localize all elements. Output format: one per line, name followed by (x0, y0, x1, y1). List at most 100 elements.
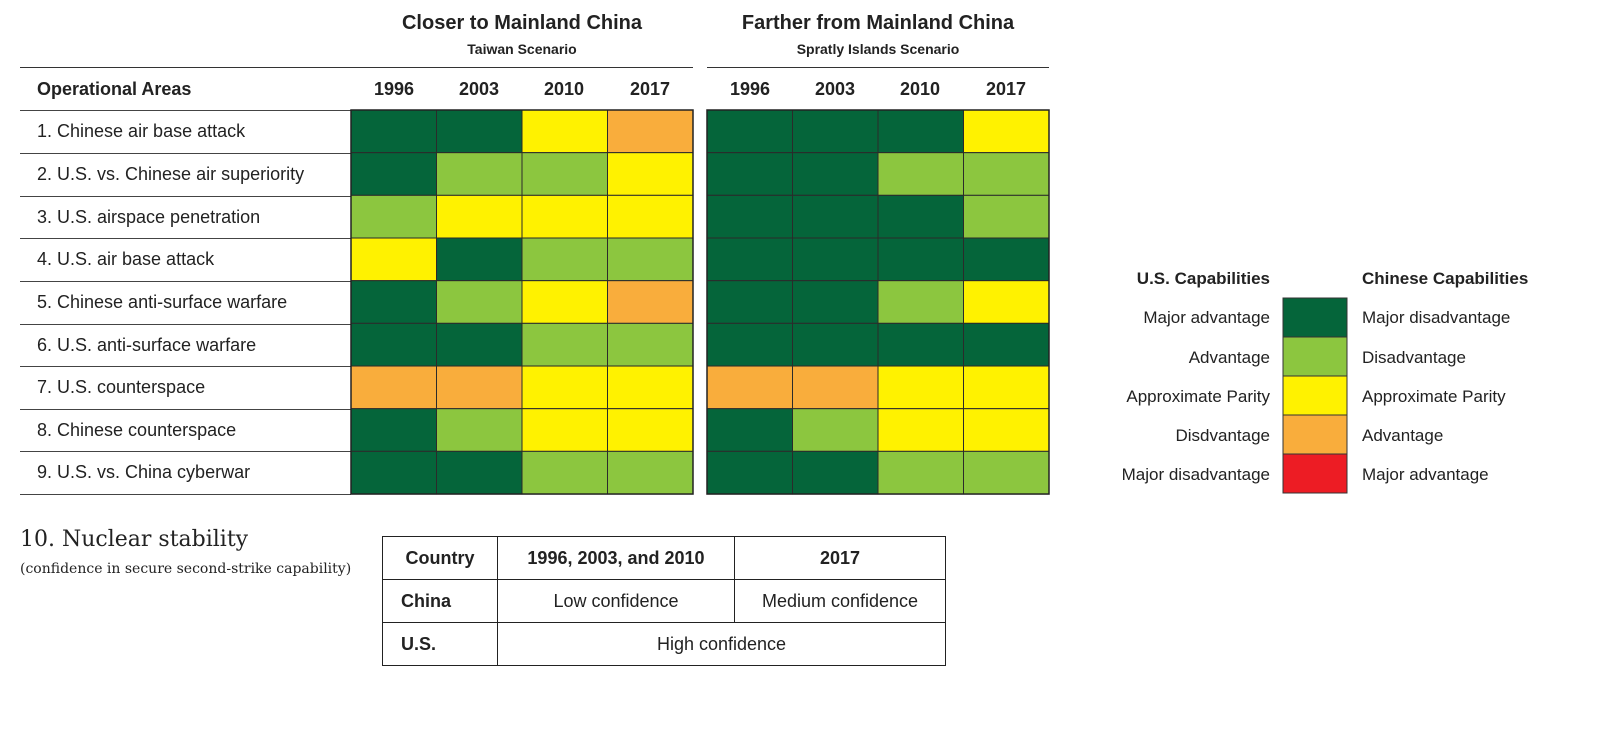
heatmap-cell-taiwan-row6-2010 (521, 322, 608, 367)
legend-cn-parity: Approximate Parity (1362, 387, 1506, 406)
heatmap-cell-spratly-row5-2010 (877, 280, 964, 324)
heatmap-cell-taiwan-row6-1996 (350, 322, 437, 367)
heatmap-cell-spratly-row6-1996 (706, 322, 793, 367)
heatmap-cell-taiwan-row8-1996 (350, 408, 437, 452)
operational-areas-header: Operational Areas (37, 79, 192, 99)
heatmap-cell-spratly-row1-2003 (792, 109, 879, 154)
legend-cn-disadvantage: Disadvantage (1362, 348, 1466, 367)
row-label-cyberwar: 9. U.S. vs. China cyberwar (37, 462, 251, 482)
legend-us-parity: Approximate Parity (1126, 387, 1270, 406)
heatmap-block-outline (706, 109, 1050, 495)
row-label-chinese-anti-surface: 5. Chinese anti-surface warfare (37, 292, 288, 312)
heatmap-cell-spratly-row9-1996 (706, 450, 793, 495)
heatmap-cell-spratly-row6-2010 (877, 322, 964, 367)
table-row: Country 1996, 2003, and 2010 2017 (382, 536, 946, 580)
heatmap-cell-taiwan-row4-2017 (607, 237, 694, 282)
heatmap-cell-taiwan-row3-2010 (521, 194, 608, 239)
heatmap-cell-taiwan-row9-1996 (350, 450, 437, 495)
heatmap-cell-taiwan-row1-2003 (436, 109, 523, 154)
scenario-2-subtitle: Spratly Islands Scenario (796, 41, 960, 57)
heatmap-cell-spratly-row2-2017 (963, 152, 1050, 196)
heatmap-cell-taiwan-row5-2010 (521, 280, 608, 324)
row-separator (20, 409, 351, 410)
row-separator (20, 451, 351, 452)
row-separator (20, 110, 351, 111)
legend-swatch-level-5 (1282, 453, 1348, 494)
heatmap-cell-spratly-row7-2010 (877, 365, 964, 410)
heatmap-cell-taiwan-row9-2003 (436, 450, 523, 495)
heatmap-cell-spratly-row3-2017 (963, 194, 1050, 239)
heatmap-cell-taiwan-row7-2017 (607, 365, 694, 410)
heatmap-cell-spratly-row9-2017 (963, 450, 1050, 495)
heatmap-cell-spratly-row8-2017 (963, 408, 1050, 452)
heatmap-cell-spratly-row1-2017 (963, 109, 1050, 154)
table-cell-china-early: Low confidence (497, 579, 735, 623)
year-header-taiwan-2010: 2010 (543, 79, 585, 99)
row-separator (20, 494, 351, 495)
heatmap-cell-taiwan-row8-2003 (436, 408, 523, 452)
heatmap-cell-spratly-row6-2003 (792, 322, 879, 367)
legend-swatch-level-2 (1282, 336, 1348, 377)
year-header-taiwan-1996: 1996 (373, 79, 415, 99)
header-rule-left (20, 67, 693, 68)
heatmap-cell-spratly-row5-2017 (963, 280, 1050, 324)
table-row: U.S. High confidence (382, 622, 946, 666)
heatmap-cell-spratly-row3-2010 (877, 194, 964, 239)
row-label-us-anti-surface: 6. U.S. anti-surface warfare (37, 335, 257, 355)
heatmap-cell-spratly-row8-2010 (877, 408, 964, 452)
heatmap-cell-spratly-row5-1996 (706, 280, 793, 324)
legend-us-title: U.S. Capabilities (1136, 269, 1270, 288)
heatmap-cell-taiwan-row2-2017 (607, 152, 694, 196)
heatmap-cell-taiwan-row4-1996 (350, 237, 437, 282)
row-label-airspace-penetration: 3. U.S. airspace penetration (37, 207, 261, 227)
heatmap-cell-spratly-row6-2017 (963, 322, 1050, 367)
table-header-early-years: 1996, 2003, and 2010 (497, 536, 735, 580)
heatmap-cell-spratly-row7-2003 (792, 365, 879, 410)
row-separator (20, 281, 351, 282)
year-header-spratly-2003: 2003 (814, 79, 856, 99)
heatmap-cell-taiwan-row4-2003 (436, 237, 523, 282)
heatmap-cell-spratly-row2-2003 (792, 152, 879, 196)
heatmap-cell-taiwan-row8-2017 (607, 408, 694, 452)
table-cell-us-all: High confidence (497, 622, 946, 666)
legend-swatch-level-4 (1282, 414, 1348, 455)
heatmap-cell-taiwan-row2-2003 (436, 152, 523, 196)
heatmap-cell-spratly-row7-1996 (706, 365, 793, 410)
row-label-us-air-base-attack: 4. U.S. air base attack (37, 249, 215, 269)
heatmap-cell-spratly-row3-2003 (792, 194, 879, 239)
legend-cn-major-advantage: Major advantage (1362, 465, 1489, 484)
heatmap-cell-taiwan-row1-2017 (607, 109, 694, 154)
heatmap-cell-taiwan-row5-2003 (436, 280, 523, 324)
nuclear-stability-subtitle: (confidence in secure second-strike capa… (20, 561, 352, 577)
table-row-label-china: China (382, 579, 498, 623)
table-cell-china-2017: Medium confidence (734, 579, 946, 623)
heatmap-cell-spratly-row8-2003 (792, 408, 879, 452)
legend-us-major-advantage: Major advantage (1143, 308, 1270, 327)
row-separator (20, 196, 351, 197)
heatmap-cell-taiwan-row9-2017 (607, 450, 694, 495)
heatmap-cell-taiwan-row2-1996 (350, 152, 437, 196)
scenario-2-title: Farther from Mainland China (741, 12, 1015, 34)
table-row: China Low confidence Medium confidence (382, 579, 946, 623)
heatmap-cell-taiwan-row1-1996 (350, 109, 437, 154)
row-label-chinese-counterspace: 8. Chinese counterspace (37, 420, 237, 440)
header-rule-right (707, 67, 1049, 68)
row-separator (20, 238, 351, 239)
heatmap-cell-spratly-row4-1996 (706, 237, 793, 282)
heatmap-cell-spratly-row5-2003 (792, 280, 879, 324)
scenario-1-title: Closer to Mainland China (401, 12, 643, 34)
heatmap-cell-taiwan-row8-2010 (521, 408, 608, 452)
legend-cn-title: Chinese Capabilities (1362, 269, 1529, 288)
row-label-us-counterspace: 7. U.S. counterspace (37, 377, 206, 397)
heatmap-cell-taiwan-row2-2010 (521, 152, 608, 196)
heatmap-block-outline (350, 109, 694, 495)
legend-cn-advantage: Advantage (1362, 426, 1444, 445)
heatmap-cell-taiwan-row3-1996 (350, 194, 437, 239)
heatmap-cell-spratly-row4-2003 (792, 237, 879, 282)
heatmap-cell-spratly-row4-2017 (963, 237, 1050, 282)
table-header-country: Country (382, 536, 498, 580)
heatmap-cell-spratly-row2-2010 (877, 152, 964, 196)
heatmap-cell-spratly-row8-1996 (706, 408, 793, 452)
heatmap-cell-taiwan-row7-2010 (521, 365, 608, 410)
